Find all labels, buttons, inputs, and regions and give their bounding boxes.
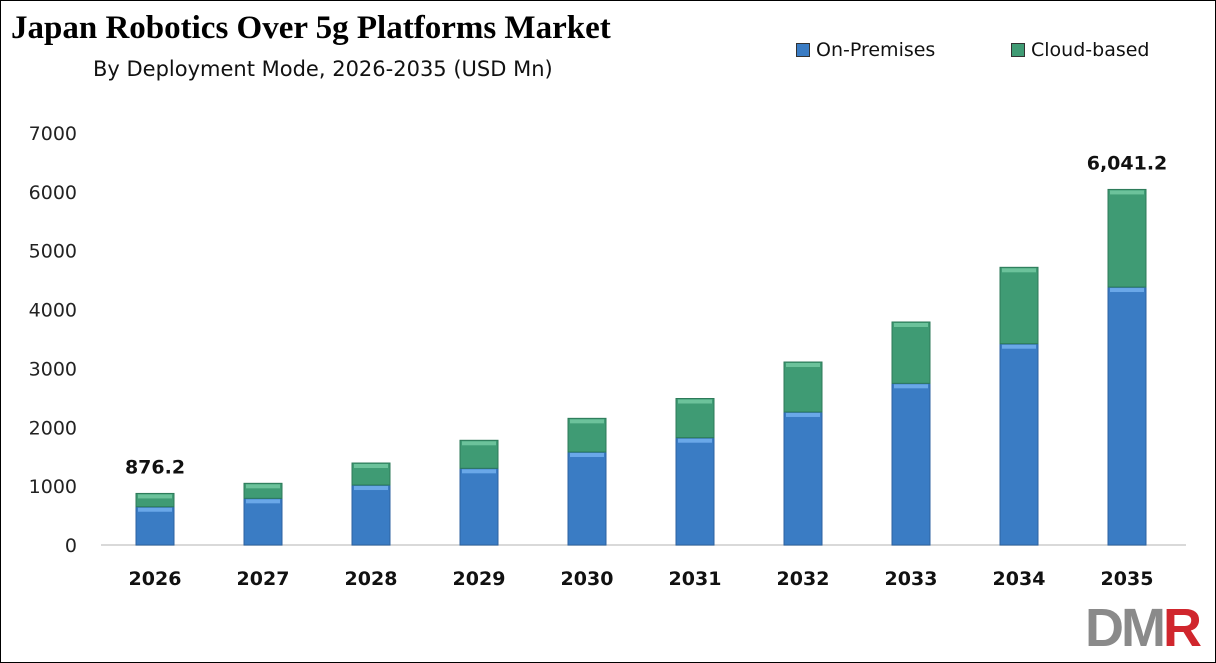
x-tick-label: 2027 <box>237 568 290 590</box>
bar-highlight <box>894 322 928 327</box>
y-tick-label: 4000 <box>29 300 77 322</box>
bar-highlight <box>246 484 280 489</box>
y-tick-label: 3000 <box>29 358 77 380</box>
chart-subtitle: By Deployment Mode, 2026-2035 (USD Mn) <box>93 57 553 81</box>
bar-highlight <box>138 507 172 512</box>
bar-on-premises-2034 <box>999 343 1039 546</box>
legend-item-on-premises: On-Premises <box>796 39 935 61</box>
bar-highlight <box>138 494 172 499</box>
bar-highlight <box>678 399 712 404</box>
x-tick-label: 2030 <box>561 568 614 590</box>
bar-highlight <box>1002 268 1036 273</box>
x-tick-label: 2034 <box>993 568 1046 590</box>
bar-on-premises-2030 <box>567 451 607 546</box>
bar-cloud-based-2031 <box>675 398 715 439</box>
bar-on-premises-2028 <box>351 484 391 546</box>
bar-cloud-based-2033 <box>891 321 931 384</box>
bar-highlight <box>462 441 496 446</box>
y-tick-label: 5000 <box>29 241 77 263</box>
chart-title: Japan Robotics Over 5g Platforms Market <box>11 10 611 46</box>
bar-highlight <box>786 363 820 368</box>
legend-label: On-Premises <box>816 39 936 61</box>
bar-highlight <box>246 499 280 504</box>
bar-on-premises-2026 <box>135 506 175 546</box>
bar-highlight <box>678 438 712 443</box>
bar-on-premises-2031 <box>675 437 715 546</box>
x-tick-label: 2035 <box>1101 568 1154 590</box>
bar-highlight <box>1110 288 1144 293</box>
y-tick-label: 6000 <box>29 182 77 204</box>
bar-highlight <box>462 469 496 474</box>
y-tick-label: 1000 <box>29 476 77 498</box>
legend-label: Cloud-based <box>1031 39 1150 61</box>
dmr-logo: DMR <box>1085 598 1202 658</box>
y-tick-label: 7000 <box>29 123 77 145</box>
bar-highlight <box>894 384 928 389</box>
bar-highlight <box>570 453 604 458</box>
bar-highlight <box>1002 344 1036 349</box>
bar-highlight <box>786 412 820 417</box>
bar-cloud-based-2032 <box>783 361 823 413</box>
bar-on-premises-2035 <box>1107 286 1147 546</box>
x-tick-label: 2032 <box>777 568 830 590</box>
bar-cloud-based-2030 <box>567 417 607 453</box>
bar-on-premises-2029 <box>459 467 499 546</box>
x-tick-label: 2026 <box>129 568 182 590</box>
y-tick-label: 0 <box>65 535 77 557</box>
legend-swatch <box>1011 43 1025 57</box>
bar-cloud-based-2034 <box>999 266 1039 345</box>
x-tick-label: 2029 <box>453 568 506 590</box>
bar-highlight <box>354 486 388 491</box>
legend-item-cloud-based: Cloud-based <box>1011 39 1149 61</box>
x-tick-label: 2031 <box>669 568 722 590</box>
y-tick-label: 2000 <box>29 417 77 439</box>
bar-cloud-based-2028 <box>351 462 391 486</box>
bar-highlight <box>354 464 388 469</box>
bar-cloud-based-2035 <box>1107 188 1147 288</box>
x-tick-label: 2033 <box>885 568 938 590</box>
bar-on-premises-2027 <box>243 497 283 546</box>
bar-on-premises-2032 <box>783 411 823 546</box>
data-label: 876.2 <box>125 456 185 478</box>
bar-highlight <box>570 419 604 424</box>
legend-swatch <box>796 43 810 57</box>
bar-on-premises-2033 <box>891 382 931 546</box>
data-label: 6,041.2 <box>1087 152 1168 174</box>
bar-highlight <box>1110 190 1144 195</box>
x-tick-label: 2028 <box>345 568 398 590</box>
